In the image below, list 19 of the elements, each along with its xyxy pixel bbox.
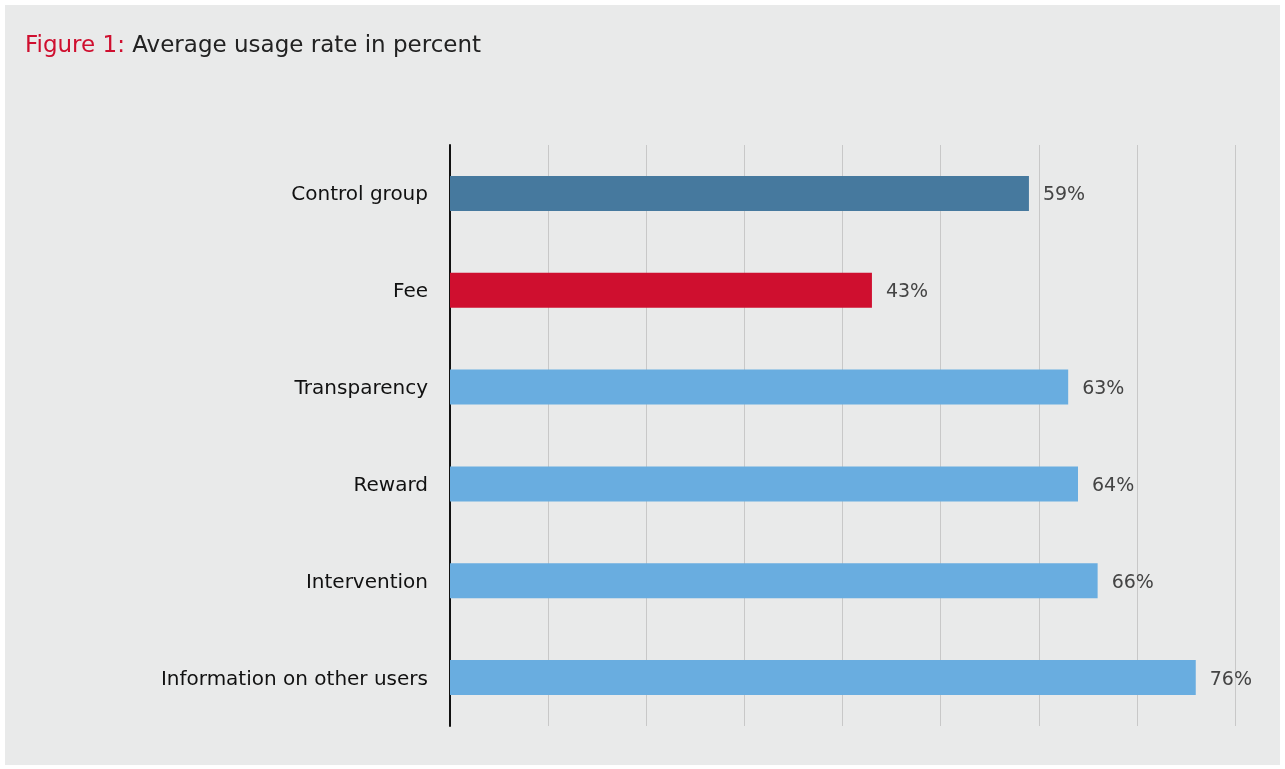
y-tick-label: Information on other users [160, 665, 428, 690]
y-tick-label: Transparency [293, 375, 429, 400]
bar [450, 660, 1196, 696]
data-label: 66% [1111, 569, 1154, 592]
data-label: 76% [1209, 666, 1252, 689]
bar [450, 175, 1029, 211]
bar [450, 563, 1098, 599]
data-label: 63% [1082, 376, 1125, 399]
bar [450, 272, 872, 308]
y-tick-label: Control group [291, 181, 428, 206]
bar [450, 369, 1069, 405]
data-label: 43% [885, 279, 929, 302]
y-tick-label: Fee [392, 278, 428, 303]
y-tick-label: Reward [353, 471, 428, 496]
data-label: 59% [1042, 182, 1086, 205]
data-label: 64% [1092, 472, 1135, 495]
bar [450, 466, 1078, 502]
y-tick-label: Intervention [305, 568, 428, 593]
text: Figure 1: Average usage rate in percent [25, 30, 482, 57]
